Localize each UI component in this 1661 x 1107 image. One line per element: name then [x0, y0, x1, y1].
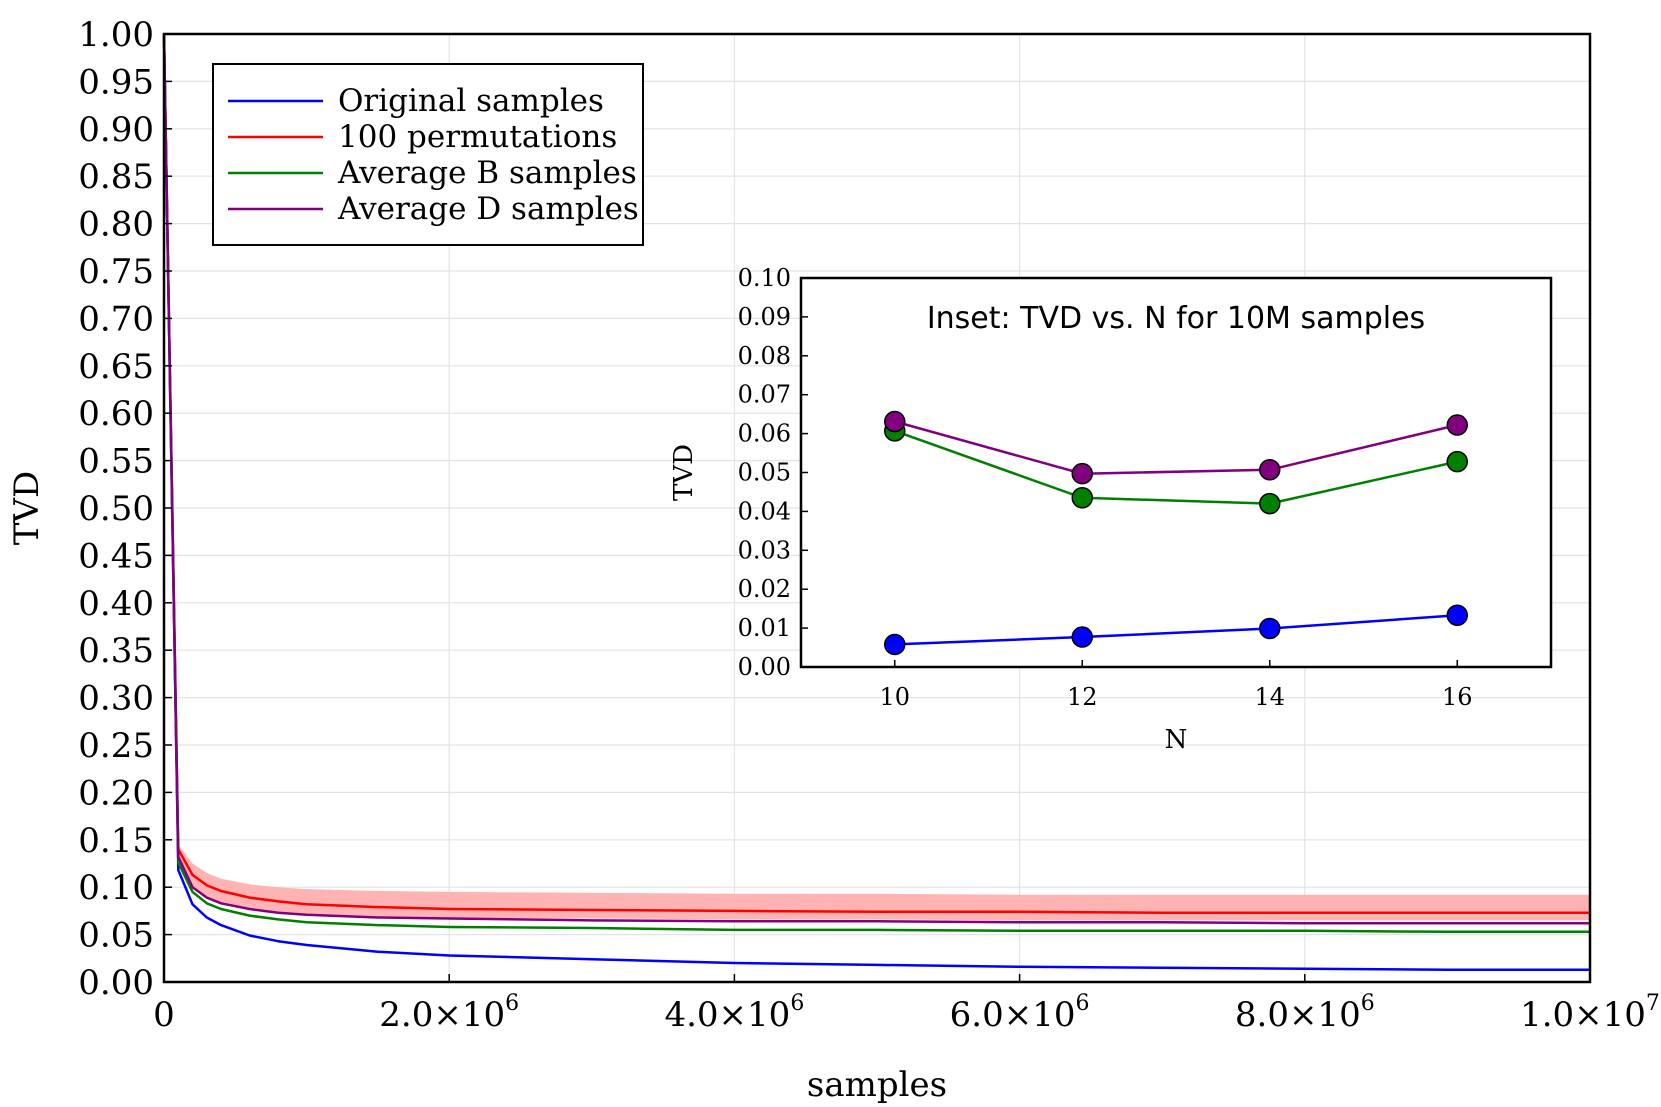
series-line-original-samples [162, 33, 1590, 971]
x-tick-label-exponent: 7 [1646, 991, 1660, 1016]
y-tick-label: 0.90 [78, 110, 154, 150]
inset-series-lines [884, 410, 1468, 656]
y-tick-label: 0.30 [78, 679, 154, 719]
legend-label: Average B samples [337, 155, 637, 191]
y-tick-label: 0.65 [78, 347, 154, 387]
x-tick-label: 4.0×106 [664, 991, 804, 1035]
main-series-lines [162, 33, 1590, 971]
y-axis-title: TVD [7, 471, 47, 546]
x-tick-label: 8.0×106 [1235, 991, 1375, 1035]
inset-point-average-d-samples [1259, 459, 1281, 481]
x-axis-title: samples [807, 1065, 947, 1105]
series-line-100-permutations [162, 33, 1590, 915]
main-y-ticks: 0.00 0.05 0.10 0.15 0.20 0.25 0.30 0.35 0.40 0.45… [78, 15, 172, 1003]
inset-x-tick-label: 14 [1254, 683, 1285, 711]
x-tick-label-base: 2.0×10 [379, 995, 505, 1035]
inset-point-average-b-samples [1446, 450, 1468, 473]
inset-x-ticks: 10 12 14 16 [879, 660, 1473, 711]
inset-y-tick-label: 0.04 [738, 497, 791, 525]
x-tick-label: 6.0×106 [950, 991, 1090, 1035]
x-tick-label: 1.0×107 [1520, 991, 1660, 1035]
x-tick-label-base: 8.0×10 [1235, 995, 1361, 1035]
y-tick-label: 0.50 [78, 489, 154, 529]
x-tick-label-exponent: 6 [790, 991, 804, 1016]
legend-label: Original samples [338, 83, 604, 119]
inset-plot: 0.00 0.01 0.02 0.03 0.04 0.05 0.06 0.07 0.08 0.09… [669, 264, 1553, 755]
inset-point-original-samples [1259, 617, 1281, 640]
legend-label: Average D samples [337, 191, 639, 227]
inset-y-ticks: 0.00 0.01 0.02 0.03 0.04 0.05 0.06 0.07 0.08 0.09… [738, 264, 808, 681]
y-tick-label: 0.70 [78, 299, 154, 339]
inset-y-axis-title: TVD [669, 444, 699, 501]
y-tick-label: 0.20 [78, 773, 154, 813]
y-tick-label: 0.05 [78, 916, 154, 956]
inset-x-tick-label: 12 [1067, 683, 1098, 711]
y-tick-label: 0.25 [78, 726, 154, 766]
inset-title: Inset: TVD vs. N for 10M samples [927, 301, 1425, 336]
inset-y-tick-label: 0.02 [738, 575, 791, 603]
inset-y-tick-label: 0.03 [738, 536, 791, 564]
x-tick-label-base: 1.0×10 [1520, 995, 1646, 1035]
inset-point-original-samples [884, 633, 906, 656]
inset-y-tick-label: 0.08 [738, 342, 791, 370]
x-tick-label-base: 6.0×10 [950, 995, 1076, 1035]
y-tick-label: 0.60 [78, 394, 154, 434]
legend-label: 100 permutations [338, 119, 617, 155]
inset-point-average-d-samples [884, 410, 906, 433]
inset-y-tick-label: 0.07 [738, 381, 791, 409]
y-tick-label: 0.15 [78, 821, 154, 861]
x-tick-label: 0 [153, 995, 175, 1035]
y-tick-label: 0.80 [78, 205, 154, 245]
inset-point-average-b-samples [1259, 492, 1281, 515]
y-tick-label: 1.00 [78, 15, 154, 55]
legend-box [212, 63, 644, 246]
inset-line-original-samples [894, 614, 1458, 646]
y-tick-label: 0.95 [78, 62, 154, 102]
inset-y-tick-label: 0.06 [738, 420, 791, 448]
main-x-ticks: 0 2.0×106 4.0×106 6.0×106 8.0×106 1.0×107 [153, 974, 1660, 1035]
x-tick-label-base: 0 [153, 995, 175, 1035]
y-tick-label: 0.85 [78, 157, 154, 197]
inset-line-average-b-samples [894, 429, 1458, 505]
x-tick-label-base: 4.0×10 [664, 995, 790, 1035]
inset-y-tick-label: 0.05 [738, 459, 791, 487]
y-tick-label: 0.10 [78, 868, 154, 908]
inset-point-average-d-samples [1071, 462, 1093, 485]
y-tick-label: 0.40 [78, 584, 154, 624]
inset-point-original-samples [1071, 626, 1093, 648]
inset-point-average-b-samples [1071, 487, 1093, 509]
inset-y-tick-label: 0.10 [738, 264, 791, 292]
y-tick-label: 0.00 [78, 963, 154, 1003]
y-tick-label: 0.75 [78, 252, 154, 292]
x-tick-label-exponent: 6 [1076, 991, 1090, 1016]
series-line-average-b-samples [162, 33, 1590, 934]
inset-x-tick-label: 16 [1442, 683, 1473, 711]
x-tick-label: 2.0×106 [379, 991, 519, 1035]
y-tick-label: 0.45 [78, 536, 154, 576]
y-tick-label: 0.55 [78, 442, 154, 482]
inset-y-tick-label: 0.09 [738, 303, 791, 331]
inset-x-tick-label: 10 [879, 683, 910, 711]
y-tick-label: 0.35 [78, 631, 154, 671]
inset-point-average-d-samples [1446, 414, 1468, 436]
inset-line-average-d-samples [894, 420, 1458, 475]
x-tick-label-exponent: 6 [505, 991, 519, 1016]
inset-point-original-samples [1446, 604, 1468, 627]
inset-x-axis-title: N [1165, 725, 1188, 755]
inset-y-tick-label: 0.01 [738, 614, 791, 642]
series-line-average-d-samples [162, 33, 1590, 925]
inset-y-tick-label: 0.00 [738, 653, 791, 681]
x-tick-label-exponent: 6 [1361, 991, 1375, 1016]
